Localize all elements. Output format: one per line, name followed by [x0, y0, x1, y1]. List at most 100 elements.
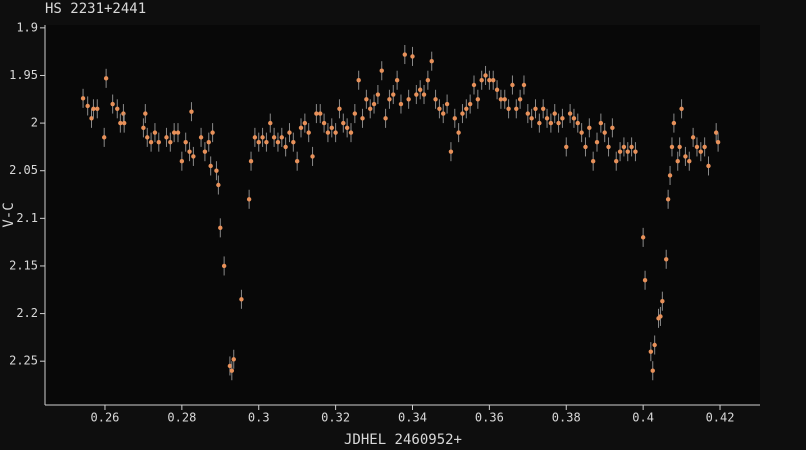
data-point — [556, 120, 561, 126]
data-point — [356, 78, 361, 83]
data-point — [479, 78, 484, 83]
data-point — [621, 144, 627, 150]
data-point — [410, 54, 415, 59]
data-point — [421, 92, 427, 97]
data-point — [640, 235, 646, 240]
x-tick-label: 0.34 — [398, 411, 427, 425]
x-axis-label: JDHEL 2460952+ — [344, 432, 462, 448]
data-point — [702, 144, 707, 150]
y-axis-label: V-C — [1, 202, 17, 227]
data-point — [364, 97, 369, 102]
data-point — [239, 297, 244, 302]
data-point — [121, 120, 127, 126]
data-point — [540, 106, 546, 112]
x-tick-label: 0.26 — [91, 411, 120, 425]
data-point — [148, 139, 154, 145]
data-point — [321, 120, 327, 126]
data-point — [669, 144, 675, 150]
data-point — [548, 120, 554, 126]
data-point — [103, 76, 109, 81]
data-point — [660, 298, 665, 304]
data-point — [706, 163, 711, 169]
data-point — [610, 125, 615, 131]
data-point — [110, 101, 115, 107]
y-tick-label: 2 — [31, 116, 38, 130]
data-point — [648, 349, 654, 354]
data-point — [271, 135, 277, 140]
data-point — [264, 139, 269, 145]
data-point — [683, 154, 688, 159]
data-point — [248, 158, 254, 164]
data-point — [175, 130, 181, 135]
data-point — [256, 139, 261, 145]
data-point — [598, 120, 604, 126]
data-point — [391, 92, 396, 97]
data-point — [179, 158, 185, 164]
data-point — [650, 368, 655, 373]
data-point — [560, 116, 565, 121]
x-tick-label: 0.4 — [632, 411, 654, 425]
data-point — [291, 139, 296, 145]
data-point — [368, 106, 373, 112]
data-point — [352, 111, 358, 116]
data-point — [260, 135, 265, 140]
x-tick-label: 0.28 — [167, 411, 196, 425]
data-point — [414, 92, 419, 97]
data-point — [333, 130, 338, 135]
data-point — [394, 78, 400, 83]
y-tick-label: 1.9 — [16, 20, 38, 34]
data-point — [506, 106, 511, 112]
data-point — [502, 97, 507, 102]
data-point — [679, 106, 684, 112]
data-point — [583, 144, 588, 150]
data-point — [475, 97, 481, 102]
data-point — [633, 149, 638, 154]
data-point — [246, 197, 252, 202]
data-point — [525, 111, 531, 116]
data-point — [491, 78, 496, 83]
data-point — [198, 135, 204, 140]
y-tick-label: 2.25 — [9, 354, 38, 368]
data-point — [89, 116, 94, 121]
data-point — [567, 111, 573, 116]
data-point — [298, 125, 304, 131]
data-point — [664, 257, 669, 262]
x-tick-label: 0.42 — [706, 411, 735, 425]
data-point — [329, 125, 334, 131]
data-point — [444, 101, 450, 107]
data-point — [617, 149, 623, 154]
data-point — [483, 73, 488, 78]
data-point — [464, 106, 469, 112]
x-tick-label: 0.3 — [248, 411, 270, 425]
data-point — [533, 106, 538, 112]
data-point — [168, 139, 173, 145]
data-point — [694, 144, 700, 150]
data-point — [487, 78, 492, 83]
data-point — [145, 135, 150, 140]
data-point — [544, 116, 550, 121]
data-point — [164, 135, 169, 140]
data-point — [206, 139, 211, 145]
data-point — [460, 111, 465, 116]
data-point — [325, 130, 331, 135]
data-point — [118, 120, 123, 126]
plot-area — [45, 25, 760, 405]
data-point — [715, 139, 721, 145]
data-point — [143, 111, 148, 116]
data-point — [314, 111, 319, 116]
data-point — [677, 144, 682, 150]
data-point — [115, 106, 120, 112]
data-point — [552, 111, 557, 116]
data-point — [594, 139, 600, 145]
data-point — [275, 139, 281, 145]
data-point — [183, 139, 188, 145]
data-point — [471, 82, 477, 88]
data-point — [294, 158, 300, 164]
data-point — [101, 135, 107, 140]
data-point — [571, 116, 577, 121]
data-point — [85, 103, 90, 109]
data-point — [537, 120, 542, 126]
data-point — [658, 314, 663, 319]
